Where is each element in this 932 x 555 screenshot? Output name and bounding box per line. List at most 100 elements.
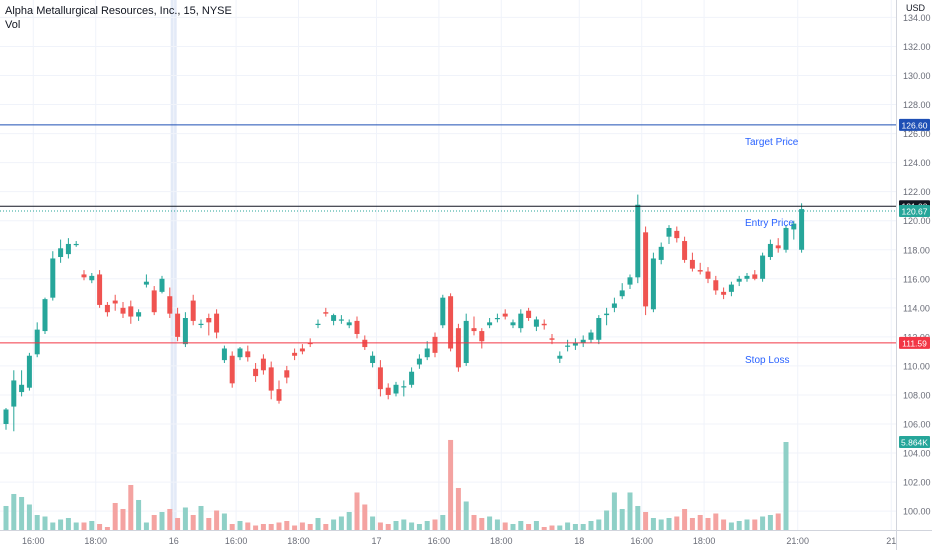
candle-body[interactable] — [136, 312, 142, 317]
candle-body[interactable] — [370, 355, 376, 364]
candle-body[interactable] — [541, 323, 547, 326]
candle-body[interactable] — [299, 348, 305, 352]
candle-body[interactable] — [307, 342, 313, 345]
candle-body[interactable] — [401, 386, 407, 388]
candle-body[interactable] — [182, 318, 188, 345]
candle-body[interactable] — [510, 322, 516, 326]
candle-body[interactable] — [214, 313, 220, 333]
candle-body[interactable] — [229, 355, 235, 384]
candle-body[interactable] — [713, 280, 719, 291]
candle-body[interactable] — [596, 318, 602, 340]
candle-body[interactable] — [362, 339, 368, 348]
candle-body[interactable] — [198, 323, 204, 326]
candle-body[interactable] — [650, 258, 656, 310]
candle-body[interactable] — [666, 227, 672, 237]
candle-body[interactable] — [619, 290, 625, 297]
candle-body[interactable] — [315, 323, 321, 326]
candle-body[interactable] — [104, 304, 110, 313]
candle-body[interactable] — [775, 245, 781, 249]
candle-body[interactable] — [767, 243, 773, 258]
candle-body[interactable] — [791, 223, 797, 230]
candle-body[interactable] — [705, 271, 711, 279]
candle-body[interactable] — [721, 291, 727, 295]
candle-body[interactable] — [487, 322, 493, 326]
candle-body[interactable] — [338, 319, 344, 321]
candle-body[interactable] — [323, 312, 329, 314]
candle-body[interactable] — [34, 329, 40, 355]
candle-body[interactable] — [284, 370, 290, 378]
candle-body[interactable] — [799, 209, 805, 250]
candle-body[interactable] — [463, 320, 469, 364]
candle-body[interactable] — [744, 275, 750, 279]
candle-body[interactable] — [206, 318, 212, 323]
candle-body[interactable] — [533, 319, 539, 327]
candle-body[interactable] — [580, 339, 586, 343]
candle-body[interactable] — [112, 300, 118, 304]
candle-body[interactable] — [416, 358, 422, 365]
candle-body[interactable] — [440, 297, 446, 326]
candle-body[interactable] — [557, 355, 563, 359]
candle-body[interactable] — [689, 259, 695, 269]
candle-body[interactable] — [97, 274, 103, 305]
candle-body[interactable] — [42, 299, 48, 332]
candle-body[interactable] — [565, 345, 571, 347]
candle-body[interactable] — [190, 300, 196, 321]
candle-body[interactable] — [728, 284, 734, 292]
candle-body[interactable] — [65, 243, 71, 255]
candle-body[interactable] — [377, 367, 383, 390]
candle-body[interactable] — [26, 355, 32, 388]
candle-body[interactable] — [253, 368, 259, 377]
candle-body[interactable] — [11, 380, 17, 407]
candle-body[interactable] — [494, 318, 500, 320]
candle-body[interactable] — [331, 315, 337, 321]
candle-body[interactable] — [393, 384, 399, 394]
candle-body[interactable] — [151, 290, 157, 313]
candle-body[interactable] — [658, 246, 664, 260]
candle-body[interactable] — [627, 277, 633, 285]
candle-body[interactable] — [432, 336, 438, 353]
candle-body[interactable] — [89, 275, 95, 281]
candle-body[interactable] — [479, 331, 485, 342]
candle-body[interactable] — [572, 342, 578, 346]
candle-body[interactable] — [736, 278, 742, 282]
candle-body[interactable] — [73, 243, 79, 246]
candle-body[interactable] — [292, 352, 298, 356]
candle-body[interactable] — [120, 307, 126, 314]
candle-body[interactable] — [260, 358, 266, 371]
candle-body[interactable] — [752, 274, 758, 279]
candle-body[interactable] — [549, 338, 555, 340]
candle-body[interactable] — [674, 230, 680, 239]
candle-body[interactable] — [526, 310, 532, 318]
candle-body[interactable] — [471, 328, 477, 332]
candle-body[interactable] — [19, 384, 25, 393]
candle-body[interactable] — [643, 232, 649, 307]
candle-body[interactable] — [221, 348, 227, 361]
candle-body[interactable] — [167, 296, 173, 314]
candle-body[interactable] — [354, 320, 360, 334]
candle-body[interactable] — [50, 258, 56, 298]
candle-body[interactable] — [635, 204, 641, 278]
candle-body[interactable] — [682, 241, 688, 260]
candle-body[interactable] — [81, 274, 87, 278]
candle-body[interactable] — [159, 278, 165, 292]
candle-body[interactable] — [175, 313, 181, 337]
candle-body[interactable] — [783, 227, 789, 250]
candle-body[interactable] — [58, 248, 64, 258]
candle-body[interactable] — [697, 270, 703, 272]
candle-body[interactable] — [502, 313, 508, 317]
candle-body[interactable] — [237, 348, 243, 358]
candle-body[interactable] — [448, 296, 454, 349]
candle-body[interactable] — [518, 313, 524, 329]
candle-body[interactable] — [268, 367, 274, 391]
candle-body[interactable] — [588, 332, 594, 340]
candle-body[interactable] — [455, 328, 461, 368]
candle-body[interactable] — [143, 281, 149, 285]
candle-body[interactable] — [3, 409, 9, 424]
candle-body[interactable] — [604, 313, 610, 316]
candle-body[interactable] — [409, 371, 415, 385]
candle-body[interactable] — [346, 322, 352, 326]
candle-body[interactable] — [385, 387, 391, 395]
candle-body[interactable] — [128, 306, 134, 317]
candle-body[interactable] — [611, 303, 617, 308]
